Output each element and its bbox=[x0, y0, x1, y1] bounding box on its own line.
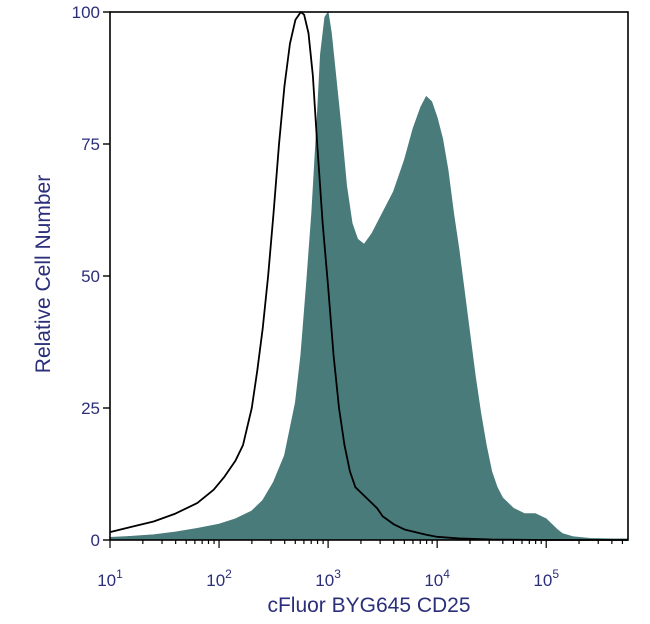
x-tick-exponent: 3 bbox=[334, 567, 341, 581]
x-tick-exponent: 5 bbox=[552, 567, 559, 581]
y-tick-label: 100 bbox=[72, 3, 100, 22]
x-tick-base: 10 bbox=[206, 571, 225, 590]
x-tick-base: 10 bbox=[424, 571, 443, 590]
y-axis-title: Relative Cell Number bbox=[32, 175, 55, 373]
y-tick-label: 25 bbox=[81, 399, 100, 418]
x-tick-label: 105 bbox=[533, 567, 559, 590]
x-tick-base: 10 bbox=[97, 571, 116, 590]
x-tick-exponent: 2 bbox=[225, 567, 232, 581]
x-tick-label: 101 bbox=[97, 567, 123, 590]
x-tick-base: 10 bbox=[315, 571, 334, 590]
series-layer bbox=[109, 10, 629, 541]
x-tick-exponent: 1 bbox=[116, 567, 123, 581]
y-tick-label: 0 bbox=[91, 531, 100, 550]
x-tick-label: 102 bbox=[206, 567, 232, 590]
y-tick-label: 75 bbox=[81, 135, 100, 154]
series-control bbox=[109, 11, 628, 541]
x-axis-title: cFluor BYG645 CD25 bbox=[267, 594, 470, 617]
y-tick-label: 50 bbox=[81, 267, 100, 286]
series-stained bbox=[109, 10, 629, 541]
x-tick-exponent: 4 bbox=[443, 567, 450, 581]
x-tick-label: 104 bbox=[424, 567, 450, 590]
x-tick-label: 103 bbox=[315, 567, 341, 590]
x-tick-base: 10 bbox=[533, 571, 552, 590]
